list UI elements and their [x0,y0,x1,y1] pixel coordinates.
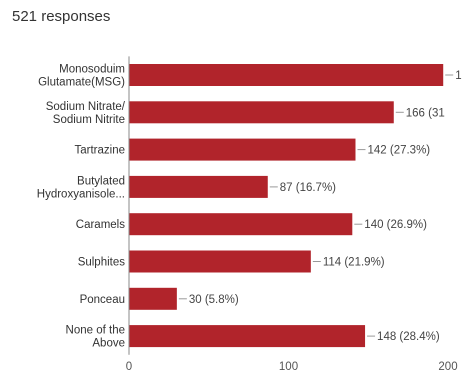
category-label: Sulphites [78,257,126,269]
responses-count: 521 responses [12,8,111,25]
category-label: Above [92,338,125,350]
bar [129,325,366,348]
value-label: 1 [455,70,461,82]
category-label: Hydroxyanisole... [37,188,125,200]
category-label: Ponceau [80,294,125,306]
category-label: Caramels [76,219,125,231]
category-label: Butylated [77,175,125,187]
value-label: 114 (21.9%) [323,257,385,269]
value-label: 140 (26.9%) [364,219,427,231]
value-label: 166 (31 [406,107,445,119]
bar [129,175,268,198]
category-label: Monosoduim [59,64,125,76]
x-tick-label: 100 [279,361,298,373]
category-label: Glutamate(MSG) [38,77,125,89]
x-tick-label: 0 [126,361,132,373]
value-label: 148 (28.4%) [377,331,440,343]
category-label: Sodium Nitrite [53,114,125,126]
bar [129,250,311,273]
x-tick-label: 200 [438,361,457,373]
category-label: None of the [66,325,125,337]
category-label: Tartrazine [75,145,126,157]
bar [129,213,353,236]
bar [129,64,444,86]
bar [129,287,177,310]
category-label: Sodium Nitrate/ [46,101,126,113]
value-label: 142 (27.3%) [367,145,430,157]
value-label: 87 (16.7%) [280,182,336,194]
value-label: 30 (5.8%) [189,294,239,306]
bar [129,138,356,161]
bar [129,101,394,124]
